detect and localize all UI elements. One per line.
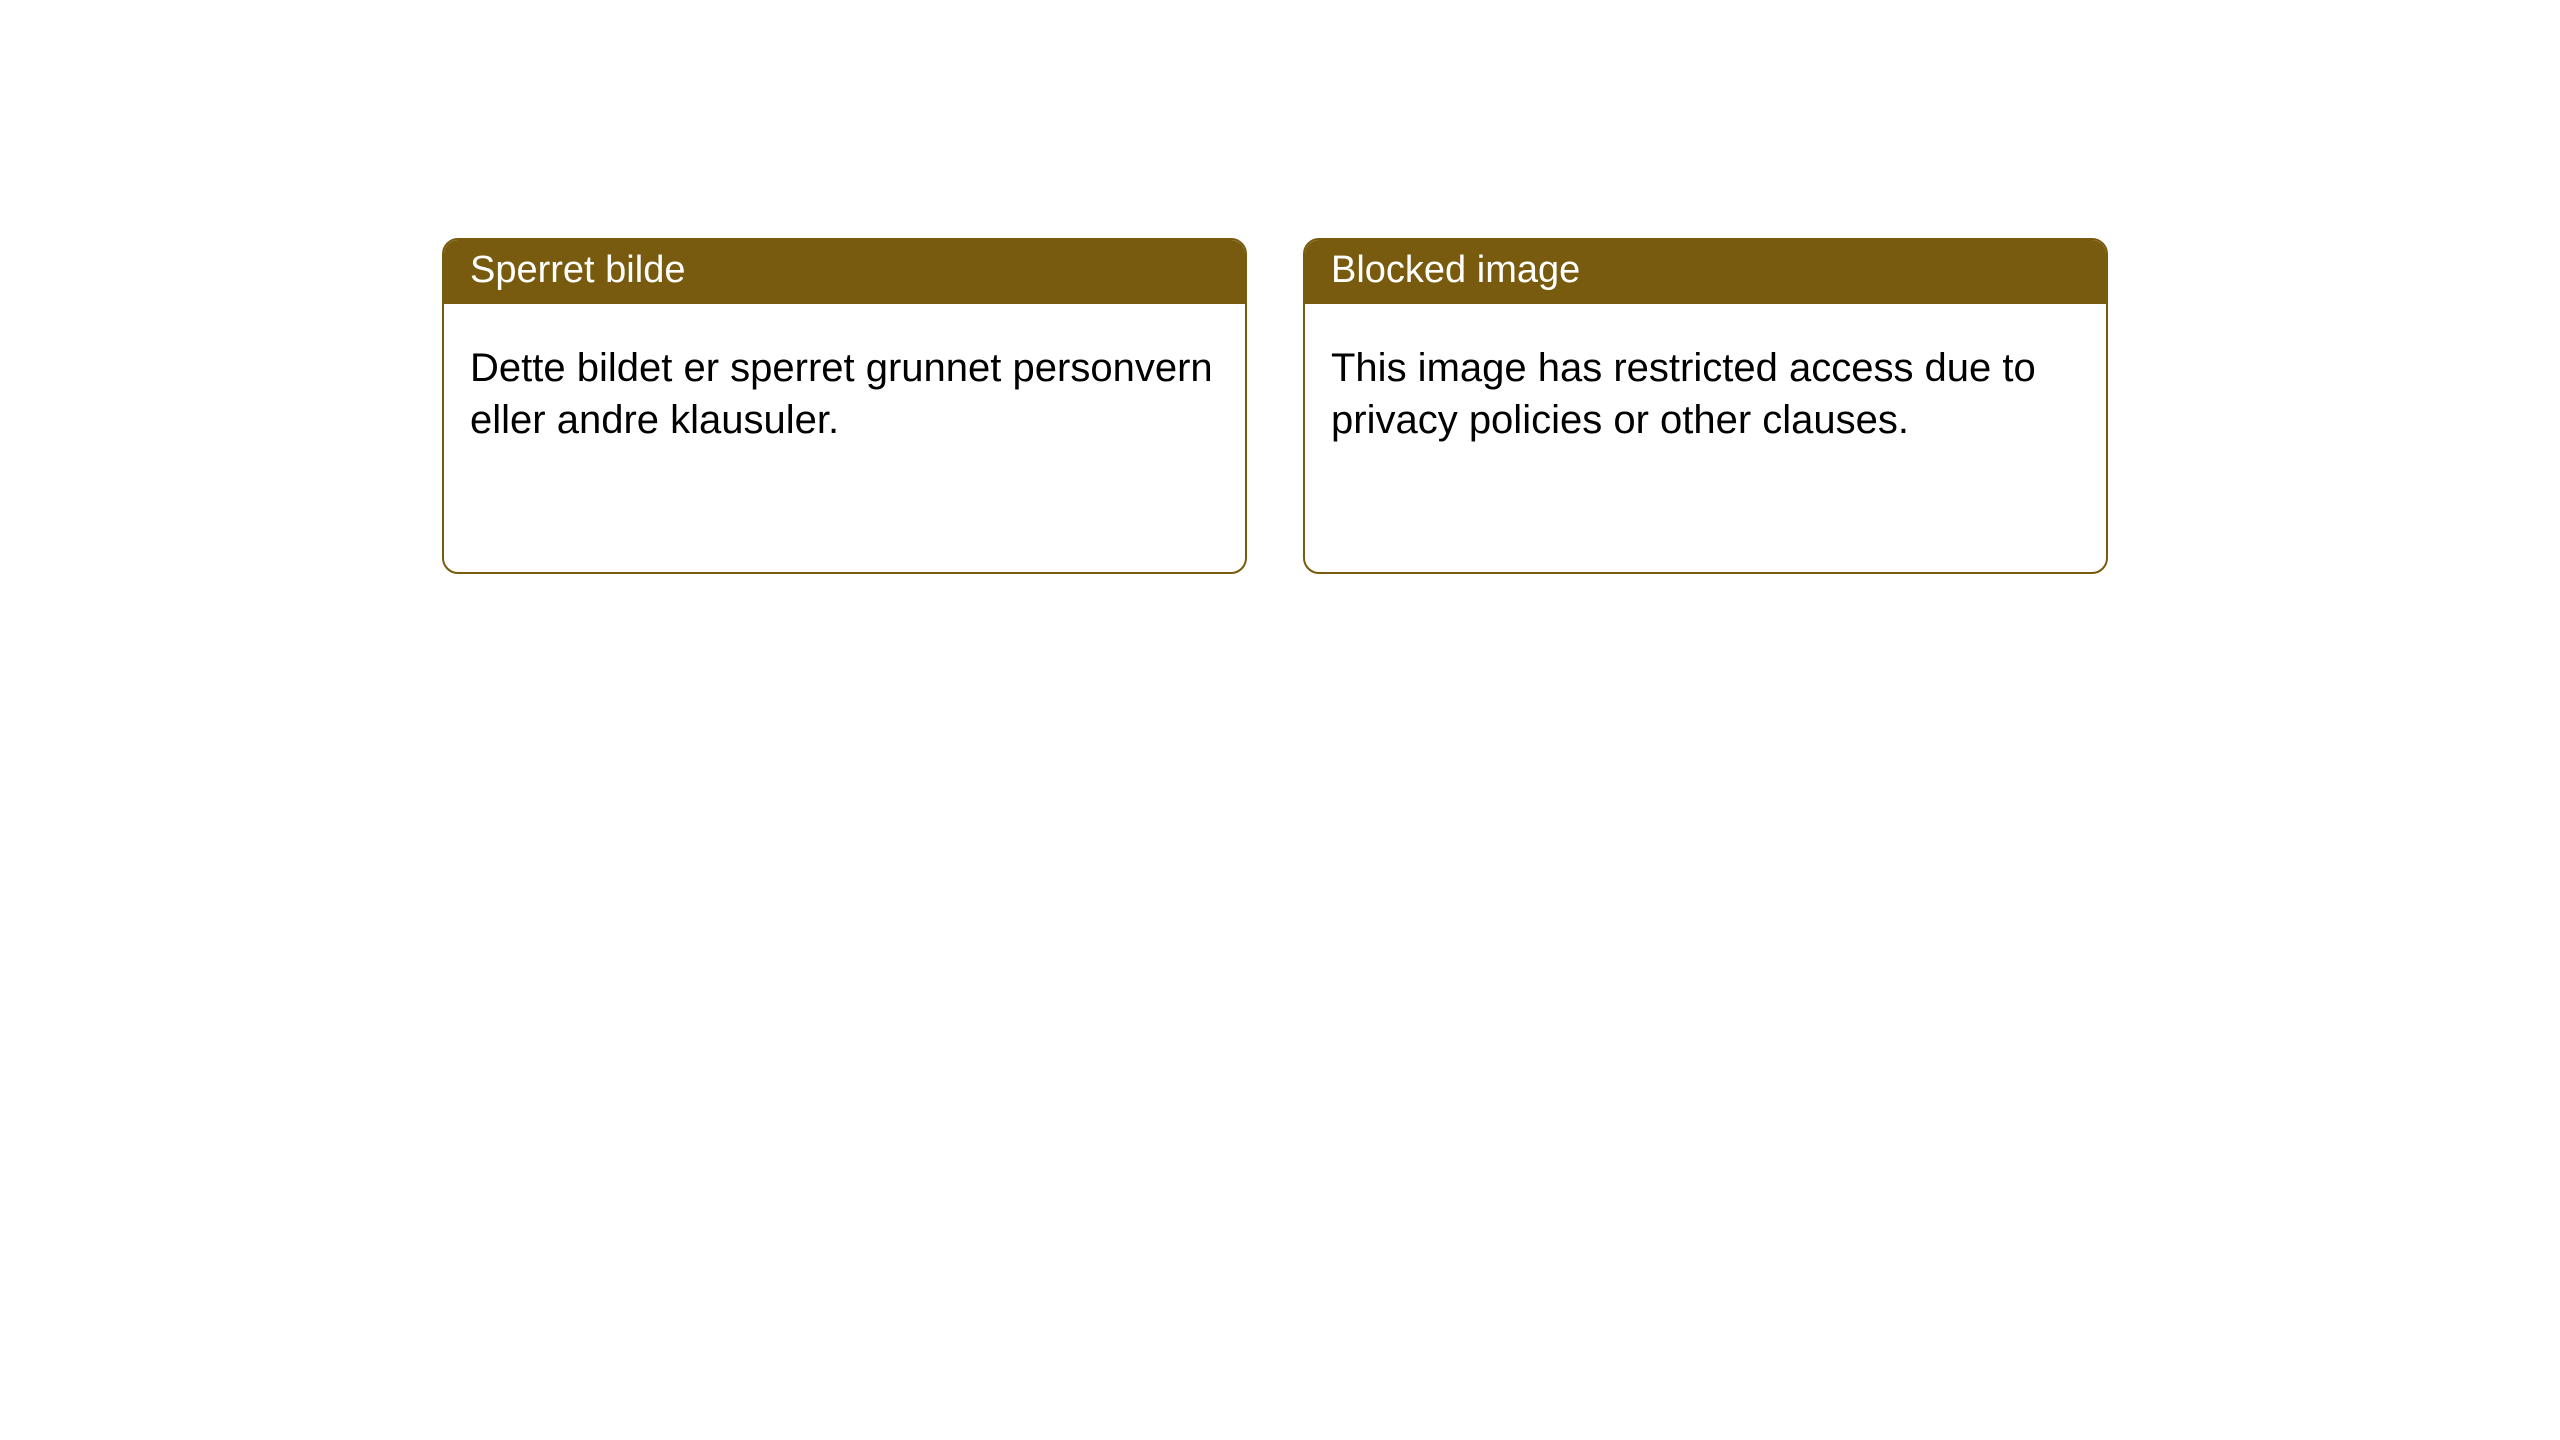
card-header-en: Blocked image <box>1305 240 2106 304</box>
notice-container: Sperret bilde Dette bildet er sperret gr… <box>0 0 2560 574</box>
blocked-image-card-en: Blocked image This image has restricted … <box>1303 238 2108 574</box>
card-body-no: Dette bildet er sperret grunnet personve… <box>444 304 1245 472</box>
card-body-en: This image has restricted access due to … <box>1305 304 2106 472</box>
blocked-image-card-no: Sperret bilde Dette bildet er sperret gr… <box>442 238 1247 574</box>
card-header-no: Sperret bilde <box>444 240 1245 304</box>
